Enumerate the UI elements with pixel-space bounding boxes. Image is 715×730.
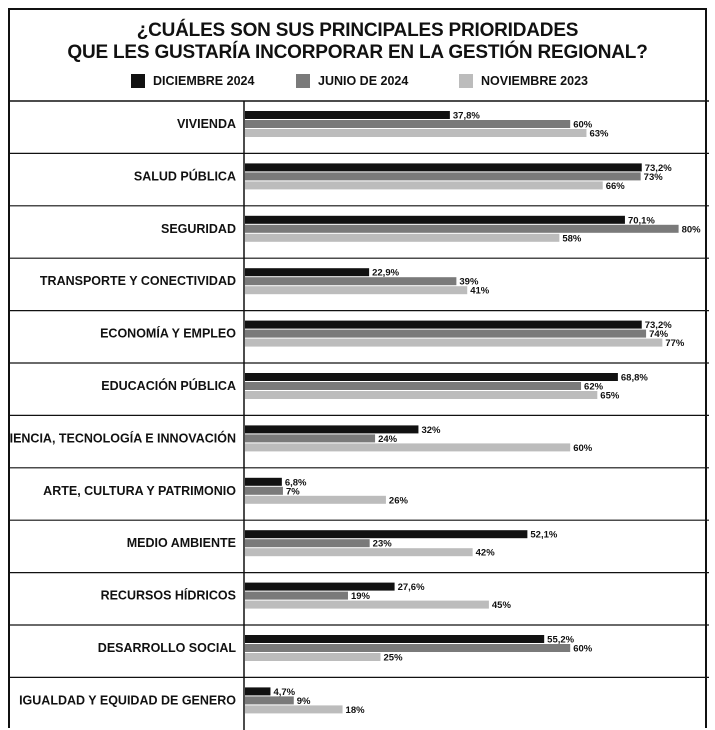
legend-swatch-dic-2024 bbox=[131, 74, 145, 88]
bar-medio-ambiente-noviembre-2023 bbox=[245, 548, 473, 557]
bar-ciencia-tecnologia-e-innovacion-noviembre-2023 bbox=[245, 443, 571, 452]
legend-item-nov-2023: NOVIEMBRE 2023 bbox=[459, 74, 588, 88]
legend-label-nov-2023: NOVIEMBRE 2023 bbox=[481, 74, 588, 88]
legend-swatch-nov-2023 bbox=[459, 74, 473, 88]
value-label-recursos-hidricos-diciembre-2024: 27,6% bbox=[398, 582, 425, 593]
bar-medio-ambiente-diciembre-2024 bbox=[245, 530, 528, 539]
bar-educacion-publica-junio-de-2024 bbox=[245, 382, 582, 390]
value-label-vivienda-noviembre-2023: 63% bbox=[589, 129, 609, 140]
chart-title-line-2: QUE LES GUSTARÍA INCORPORAR EN LA GESTIÓ… bbox=[67, 42, 648, 63]
value-label-ciencia-tecnologia-e-innovacion-diciembre-2024: 32% bbox=[421, 425, 441, 436]
bar-vivienda-junio-de-2024 bbox=[245, 120, 571, 128]
bar-igualdad-y-equidad-de-genero-noviembre-2023 bbox=[245, 705, 343, 714]
bar-educacion-publica-diciembre-2024 bbox=[245, 373, 618, 381]
value-label-seguridad-noviembre-2023: 58% bbox=[562, 233, 582, 244]
bar-desarrollo-social-noviembre-2023 bbox=[245, 653, 381, 661]
category-label-transporte-y-conectividad: TRANSPORTE Y CONECTIVIDAD bbox=[40, 274, 236, 288]
value-label-arte-cultura-y-patrimonio-noviembre-2023: 26% bbox=[389, 495, 409, 506]
value-label-transporte-y-conectividad-noviembre-2023: 41% bbox=[470, 286, 490, 297]
bar-arte-cultura-y-patrimonio-noviembre-2023 bbox=[245, 495, 386, 504]
value-label-desarrollo-social-noviembre-2023: 25% bbox=[384, 653, 404, 664]
bar-vivienda-noviembre-2023 bbox=[245, 129, 587, 137]
bar-ciencia-tecnologia-e-innovacion-junio-de-2024 bbox=[245, 434, 376, 443]
category-label-desarrollo-social: DESARROLLO SOCIAL bbox=[98, 641, 237, 655]
value-label-igualdad-y-equidad-de-genero-diciembre-2024: 4,7% bbox=[273, 687, 295, 698]
bar-salud-publica-junio-de-2024 bbox=[245, 172, 641, 181]
value-label-medio-ambiente-noviembre-2023: 42% bbox=[476, 548, 496, 559]
category-label-ciencia-tecnologia-e-innovacion: CIENCIA, TECNOLOGÍA E INNOVACIÓN bbox=[10, 430, 236, 445]
value-label-economia-y-empleo-junio-de-2024: 74% bbox=[649, 329, 669, 340]
legend-label-jun-2024: JUNIO DE 2024 bbox=[318, 74, 409, 88]
category-label-recursos-hidricos: RECURSOS HÍDRICOS bbox=[101, 588, 236, 603]
value-label-igualdad-y-equidad-de-genero-junio-de-2024: 9% bbox=[297, 696, 311, 707]
bar-ciencia-tecnologia-e-innovacion-diciembre-2024 bbox=[245, 425, 419, 434]
chart-title: ¿CUÁLES SON SUS PRINCIPALES PRIORIDADES … bbox=[10, 20, 705, 64]
bar-transporte-y-conectividad-noviembre-2023 bbox=[245, 286, 468, 295]
value-label-educacion-publica-noviembre-2023: 65% bbox=[600, 391, 620, 402]
category-label-salud-publica: SALUD PÚBLICA bbox=[134, 168, 236, 183]
value-label-seguridad-junio-de-2024: 80% bbox=[682, 224, 702, 235]
bar-medio-ambiente-junio-de-2024 bbox=[245, 539, 370, 548]
bar-transporte-y-conectividad-junio-de-2024 bbox=[245, 277, 457, 286]
value-label-arte-cultura-y-patrimonio-diciembre-2024: 6,8% bbox=[285, 477, 307, 488]
bar-desarrollo-social-diciembre-2024 bbox=[245, 635, 545, 643]
bar-recursos-hidricos-diciembre-2024 bbox=[245, 582, 395, 591]
legend: DICIEMBRE 2024 JUNIO DE 2024 NOVIEMBRE 2… bbox=[10, 74, 705, 94]
value-label-educacion-publica-junio-de-2024: 62% bbox=[584, 382, 604, 393]
bar-arte-cultura-y-patrimonio-diciembre-2024 bbox=[245, 477, 282, 486]
value-label-transporte-y-conectividad-junio-de-2024: 39% bbox=[459, 277, 479, 288]
value-label-arte-cultura-y-patrimonio-junio-de-2024: 7% bbox=[286, 486, 300, 497]
bar-recursos-hidricos-noviembre-2023 bbox=[245, 600, 489, 609]
value-label-medio-ambiente-junio-de-2024: 23% bbox=[373, 539, 393, 550]
value-label-seguridad-diciembre-2024: 70,1% bbox=[628, 215, 655, 226]
legend-item-jun-2024: JUNIO DE 2024 bbox=[296, 74, 408, 88]
bar-economia-y-empleo-junio-de-2024 bbox=[245, 329, 647, 338]
bar-transporte-y-conectividad-diciembre-2024 bbox=[245, 268, 370, 277]
bar-economia-y-empleo-noviembre-2023 bbox=[245, 338, 663, 347]
category-label-vivienda: VIVIENDA bbox=[177, 117, 236, 131]
bar-seguridad-diciembre-2024 bbox=[245, 215, 625, 224]
bar-arte-cultura-y-patrimonio-junio-de-2024 bbox=[245, 486, 283, 495]
category-label-arte-cultura-y-patrimonio: ARTE, CULTURA Y PATRIMONIO bbox=[43, 484, 236, 498]
value-label-salud-publica-noviembre-2023: 66% bbox=[606, 181, 626, 192]
bar-economia-y-empleo-diciembre-2024 bbox=[245, 320, 642, 329]
chart-title-line-1: ¿CUÁLES SON SUS PRINCIPALES PRIORIDADES bbox=[136, 20, 579, 41]
bar-educacion-publica-noviembre-2023 bbox=[245, 391, 598, 399]
value-label-medio-ambiente-diciembre-2024: 52,1% bbox=[530, 530, 557, 541]
value-label-ciencia-tecnologia-e-innovacion-noviembre-2023: 60% bbox=[573, 443, 593, 454]
value-label-vivienda-junio-de-2024: 60% bbox=[573, 120, 593, 131]
value-label-recursos-hidricos-noviembre-2023: 45% bbox=[492, 600, 512, 611]
value-label-economia-y-empleo-diciembre-2024: 73,2% bbox=[645, 320, 672, 331]
legend-label-dic-2024: DICIEMBRE 2024 bbox=[153, 74, 255, 88]
value-label-desarrollo-social-diciembre-2024: 55,2% bbox=[547, 635, 574, 646]
bar-seguridad-noviembre-2023 bbox=[245, 233, 560, 242]
value-label-recursos-hidricos-junio-de-2024: 19% bbox=[351, 591, 371, 602]
value-label-salud-publica-junio-de-2024: 73% bbox=[644, 172, 664, 183]
bar-vivienda-diciembre-2024 bbox=[245, 111, 450, 119]
bar-igualdad-y-equidad-de-genero-junio-de-2024 bbox=[245, 696, 294, 705]
category-label-economia-y-empleo: ECONOMÍA Y EMPLEO bbox=[100, 326, 236, 341]
value-label-ciencia-tecnologia-e-innovacion-junio-de-2024: 24% bbox=[378, 434, 398, 445]
legend-swatch-jun-2024 bbox=[296, 74, 310, 88]
category-label-medio-ambiente: MEDIO AMBIENTE bbox=[127, 536, 236, 550]
value-label-igualdad-y-equidad-de-genero-noviembre-2023: 18% bbox=[346, 705, 366, 716]
bar-igualdad-y-equidad-de-genero-diciembre-2024 bbox=[245, 687, 271, 696]
chart-frame: ¿CUÁLES SON SUS PRINCIPALES PRIORIDADES … bbox=[8, 8, 709, 730]
value-label-vivienda-diciembre-2024: 37,8% bbox=[453, 111, 480, 122]
category-label-igualdad-y-equidad-de-genero: IGUALDAD Y EQUIDAD DE GENERO bbox=[19, 693, 236, 707]
value-label-desarrollo-social-junio-de-2024: 60% bbox=[573, 644, 593, 655]
bar-salud-publica-noviembre-2023 bbox=[245, 181, 603, 190]
category-label-seguridad: SEGURIDAD bbox=[161, 222, 236, 236]
bar-seguridad-junio-de-2024 bbox=[245, 224, 679, 233]
legend-item-dic-2024: DICIEMBRE 2024 bbox=[131, 74, 254, 88]
value-label-transporte-y-conectividad-diciembre-2024: 22,9% bbox=[372, 268, 399, 279]
bar-salud-publica-diciembre-2024 bbox=[245, 163, 642, 172]
bar-desarrollo-social-junio-de-2024 bbox=[245, 644, 571, 652]
category-label-educacion-publica: EDUCACIÓN PÚBLICA bbox=[101, 378, 236, 393]
value-label-educacion-publica-diciembre-2024: 68,8% bbox=[621, 373, 648, 384]
bar-recursos-hidricos-junio-de-2024 bbox=[245, 591, 348, 600]
value-label-salud-publica-diciembre-2024: 73,2% bbox=[645, 163, 672, 174]
value-label-economia-y-empleo-noviembre-2023: 77% bbox=[665, 338, 685, 349]
